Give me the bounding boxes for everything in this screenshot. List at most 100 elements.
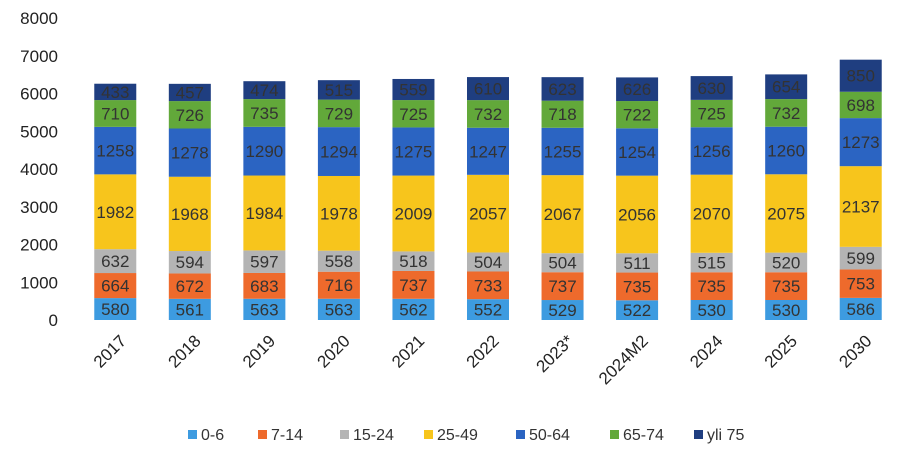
bar-segment xyxy=(317,127,360,176)
data-label: 725 xyxy=(399,105,427,124)
y-tick-label: 8000 xyxy=(20,9,58,28)
legend-label: 7-14 xyxy=(271,427,303,444)
data-label: 515 xyxy=(697,254,725,273)
legend-label: 0-6 xyxy=(201,427,224,444)
bars xyxy=(94,59,882,320)
bar-segment xyxy=(392,298,435,320)
legend-label: 25-49 xyxy=(437,427,478,444)
bar-segment xyxy=(467,127,509,175)
data-label: 632 xyxy=(101,252,129,271)
legend-label: 15-24 xyxy=(353,427,394,444)
data-label: 597 xyxy=(250,253,278,272)
bar-segment xyxy=(765,74,808,100)
bar-segment xyxy=(467,77,509,101)
bar-segment xyxy=(94,100,137,127)
x-tick-label: 2024 xyxy=(686,331,726,371)
x-tick-label: 2018 xyxy=(164,331,204,371)
bar-segment xyxy=(392,270,435,299)
bar-segment xyxy=(690,174,733,253)
x-tick-label: 2019 xyxy=(239,331,279,371)
x-tick-label: 2025 xyxy=(761,331,801,371)
bar-segment xyxy=(317,250,360,272)
bar-segment xyxy=(690,272,733,300)
data-label: 504 xyxy=(474,253,502,272)
data-label: 1978 xyxy=(320,204,358,223)
bar-segment xyxy=(467,271,509,300)
data-labels: 580 664 632 1982 1258 710 433 561 672 594 1968 1278… xyxy=(96,67,879,320)
bar-segment xyxy=(690,99,733,128)
data-label: 520 xyxy=(772,253,800,272)
y-tick-label: 1000 xyxy=(20,273,58,292)
bar-segment xyxy=(839,91,882,119)
bar-segment xyxy=(243,81,286,100)
y-tick-label: 3000 xyxy=(20,198,58,217)
bar-segment xyxy=(616,101,659,129)
data-label: 710 xyxy=(101,104,129,123)
data-label: 1260 xyxy=(767,142,805,161)
data-label: 558 xyxy=(325,252,353,271)
data-label: 563 xyxy=(325,300,353,319)
y-tick-label: 2000 xyxy=(20,236,58,255)
bar-segment xyxy=(392,127,435,176)
y-tick-label: 5000 xyxy=(20,122,58,141)
data-label: 2009 xyxy=(395,204,433,223)
data-label: 515 xyxy=(325,81,353,100)
data-label: 552 xyxy=(474,301,502,320)
bar-segment xyxy=(765,174,808,253)
legend-swatch xyxy=(424,430,433,439)
bar-segment xyxy=(541,253,584,273)
data-label: 522 xyxy=(623,301,651,320)
bar-segment xyxy=(765,272,808,300)
data-label: 626 xyxy=(623,80,651,99)
data-label: 1255 xyxy=(544,142,582,161)
data-label: 725 xyxy=(697,105,725,124)
data-label: 716 xyxy=(325,276,353,295)
bar-segment xyxy=(616,253,659,273)
legend-label: 50-64 xyxy=(529,427,570,444)
bar-segment xyxy=(94,249,137,274)
data-label: 735 xyxy=(623,277,651,296)
legend-swatch xyxy=(516,430,525,439)
data-label: 654 xyxy=(772,78,800,97)
data-label: 753 xyxy=(847,275,875,294)
legend: 0-6 7-14 15-24 25-49 50-64 65-74 yli 75 xyxy=(188,427,744,444)
bar-segment xyxy=(94,126,137,175)
bar-segment xyxy=(94,273,137,299)
bar-segment xyxy=(317,298,360,320)
bar-segment xyxy=(616,272,659,301)
x-tick-label: 2020 xyxy=(314,331,354,371)
x-tick-label: 2017 xyxy=(90,331,130,371)
bar-segment xyxy=(839,246,882,270)
bar-segment xyxy=(94,298,137,320)
data-label: 735 xyxy=(250,104,278,123)
legend-swatch xyxy=(340,430,349,439)
bar-segment xyxy=(839,59,882,92)
data-label: 518 xyxy=(399,252,427,271)
y-tick-label: 7000 xyxy=(20,47,58,66)
data-label: 530 xyxy=(697,301,725,320)
bar-segment xyxy=(541,77,584,101)
bar-segment xyxy=(243,272,286,299)
bar-segment xyxy=(317,99,360,128)
bar-segment xyxy=(541,100,584,128)
bar-segment xyxy=(467,299,509,320)
data-label: 474 xyxy=(250,81,278,100)
data-label: 599 xyxy=(847,249,875,268)
y-tick-label: 4000 xyxy=(20,160,58,179)
data-label: 737 xyxy=(399,276,427,295)
bar-segment xyxy=(541,127,584,176)
x-tick-label: 2021 xyxy=(388,331,428,371)
legend-swatch xyxy=(610,430,619,439)
bar-segment xyxy=(690,127,733,175)
data-label: 1254 xyxy=(618,143,656,162)
y-tick-label: 0 xyxy=(49,311,58,330)
bar-segment xyxy=(690,76,733,100)
data-label: 732 xyxy=(474,105,502,124)
data-label: 530 xyxy=(772,301,800,320)
data-label: 850 xyxy=(847,67,875,86)
data-label: 1290 xyxy=(245,142,283,161)
data-label: 1294 xyxy=(320,143,358,162)
data-label: 735 xyxy=(697,277,725,296)
data-label: 2070 xyxy=(693,205,731,224)
